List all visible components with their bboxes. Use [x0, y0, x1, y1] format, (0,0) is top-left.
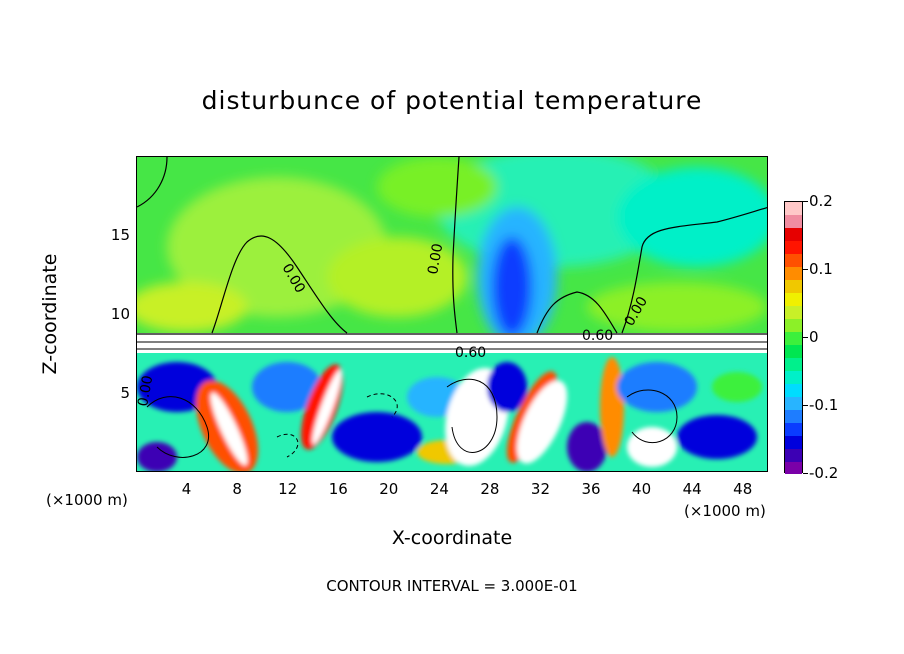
colorbar-segment — [785, 396, 802, 410]
contour-label: 0.00 — [137, 374, 156, 407]
contour-label: 0.00 — [425, 242, 446, 275]
colorbar-tick-mark — [803, 473, 808, 474]
colorbar-segment — [785, 202, 802, 216]
x-tick-label: 12 — [278, 480, 298, 498]
y-tick-label: 5 — [120, 384, 130, 402]
x-tick-label: 40 — [632, 480, 652, 498]
colorbar-segment — [785, 279, 802, 294]
colorbar-tick-label: 0 — [809, 328, 819, 346]
x-unit-left: (×1000 m) — [46, 491, 128, 509]
colorbar-segment — [785, 214, 802, 229]
x-tick-label: 16 — [328, 480, 348, 498]
x-tick-label: 4 — [181, 480, 192, 498]
plot-area: 0.00 0.00 0.00 0.60 0.60 0.00 — [136, 156, 768, 472]
x-tick-label: 20 — [379, 480, 399, 498]
colorbar-segment — [785, 240, 802, 255]
colorbar-tick-mark — [803, 405, 808, 406]
colorbar-segment — [785, 383, 802, 397]
x-tick-label: 28 — [480, 480, 500, 498]
x-tick-label: 8 — [232, 480, 242, 498]
colorbar-tick-label: 0.1 — [809, 260, 833, 278]
colorbar-tick-label: -0.1 — [809, 396, 839, 414]
colorbar-segment — [785, 266, 802, 281]
chart-title: disturbunce of potential temperature — [201, 86, 703, 115]
colorbar-tick-label: 0.2 — [809, 192, 833, 210]
colorbar-segment — [785, 409, 802, 423]
x-tick-label: 48 — [733, 480, 753, 498]
x-tick-label: 24 — [429, 480, 449, 498]
colorbar-tick-mark — [803, 337, 808, 338]
colorbar-segment — [785, 227, 802, 242]
colorbar-segment — [785, 305, 802, 320]
colorbar-segment — [785, 344, 802, 358]
colorbar-segment — [785, 357, 802, 371]
contour-interval-note: CONTOUR INTERVAL = 3.000E-01 — [326, 577, 578, 595]
y-tick-label: 10 — [110, 305, 130, 323]
x-tick-label: 44 — [682, 480, 702, 498]
colorbar-tick-mark — [803, 201, 808, 202]
x-tick-label: 36 — [581, 480, 601, 498]
contour-label: 0.60 — [455, 345, 486, 361]
heatmap-field: 0.00 0.00 0.00 0.60 0.60 0.00 — [137, 157, 767, 471]
colorbar-segment — [785, 331, 802, 345]
y-axis-label: Z-coordinate — [39, 253, 61, 375]
x-unit-right: (×1000 m) — [684, 502, 766, 520]
colorbar-segment — [785, 370, 802, 384]
colorbar-segment — [785, 448, 802, 462]
contour-label: 0.60 — [582, 328, 613, 344]
colorbar-segment — [785, 253, 802, 268]
colorbar-segment — [785, 422, 802, 436]
y-tick-label: 15 — [110, 226, 130, 244]
x-axis-label: X-coordinate — [391, 527, 513, 549]
colorbar-tick-label: -0.2 — [809, 464, 839, 482]
colorbar-segment — [785, 292, 802, 307]
colorbar-segment — [785, 318, 802, 332]
x-tick-label: 32 — [530, 480, 551, 498]
colorbar — [784, 201, 803, 475]
colorbar-segment — [785, 435, 802, 449]
colorbar-tick-mark — [803, 269, 808, 270]
colorbar-segment — [785, 461, 802, 475]
